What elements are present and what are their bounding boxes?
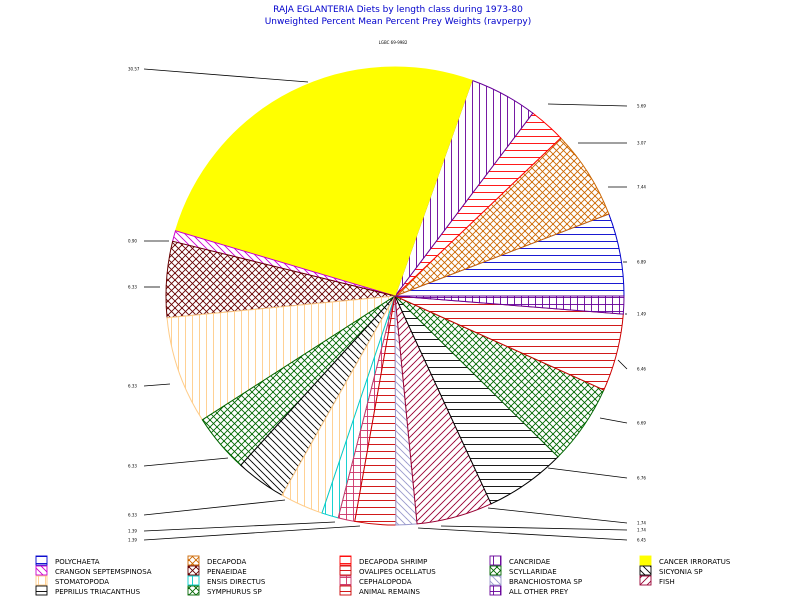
- legend-item-animal-remains: ANIMAL REMAINS: [339, 585, 420, 596]
- slice-value-label: 1.39: [128, 529, 137, 534]
- pie-slice-stomatopoda: [166, 295, 396, 421]
- legend-item-decapoda: DECAPODA: [187, 555, 246, 566]
- legend-item-fish: FISH: [639, 575, 675, 586]
- legend-label: ENSIS DIRECTUS: [207, 578, 266, 586]
- legend: POLYCHAETA DECAPODA DECAPODA SHRIMP CANCRID…: [35, 555, 731, 596]
- legend-swatch: [489, 565, 502, 576]
- leader-line: [617, 359, 628, 370]
- legend-swatch: [339, 585, 352, 596]
- legend-swatch: [489, 575, 502, 586]
- slice-value-label: 6.33: [128, 464, 137, 469]
- slice-value-label: 3.07: [637, 141, 646, 146]
- legend-swatch: [187, 555, 200, 566]
- leader-line: [143, 457, 229, 467]
- chart-title: RAJA EGLANTERIA Diets by length class du…: [273, 5, 523, 15]
- leader-line: [547, 467, 628, 479]
- legend-label: ALL OTHER PREY: [509, 588, 569, 596]
- legend-item-all-other-prey: ALL OTHER PREY: [489, 585, 569, 596]
- slice-value-label: 1.49: [637, 312, 646, 317]
- legend-item-polychaeta: POLYCHAETA: [35, 555, 100, 566]
- leader-line: [143, 383, 171, 387]
- legend-swatch: [339, 565, 352, 576]
- leader-line: [143, 525, 361, 541]
- leader-line: [440, 525, 628, 531]
- slice-value-label: 6.69: [637, 421, 646, 426]
- legend-swatch: [639, 575, 652, 586]
- legend-item-cephalopoda: CEPHALOPODA: [339, 575, 412, 586]
- legend-label: SYMPHURUS SP: [207, 588, 262, 596]
- slice-value-label: 1.39: [128, 538, 137, 543]
- legend-item-cancridae: CANCRIDAE: [489, 555, 550, 566]
- legend-label: CANCER IRRORATUS: [659, 558, 731, 566]
- leader-line: [143, 68, 309, 83]
- legend-label: DECAPODA: [207, 558, 246, 566]
- legend-item-symphurus-sp: SYMPHURUS SP: [187, 585, 262, 596]
- legend-swatch: [35, 575, 48, 586]
- legend-item-scyllaridae: SCYLLARIDAE: [489, 565, 557, 576]
- slice-value-label: 6.89: [637, 260, 646, 265]
- pie-slice-cancer-irroratus: [174, 66, 473, 297]
- legend-swatch: [35, 565, 48, 576]
- leader-line: [417, 527, 628, 541]
- slice-value-label: 0.90: [128, 239, 137, 244]
- legend-swatch: [339, 555, 352, 566]
- legend-item-crangon-septemspinosa: CRANGON SEPTEMSPINOSA: [35, 565, 152, 576]
- slice-value-label: 1.74: [637, 521, 646, 526]
- slice-labels: 30.57 5.69 3.07 7.44 6.89 1.49 6.46 6.69 6.76 1.7…: [128, 67, 646, 543]
- legend-swatch: [35, 555, 48, 566]
- legend-label: STOMATOPODA: [55, 578, 109, 586]
- legend-label: BRANCHIOSTOMA SP: [509, 578, 582, 586]
- legend-label: SCYLLARIDAE: [509, 568, 557, 576]
- legend-label: POLYCHAETA: [55, 558, 100, 566]
- leader-line: [487, 507, 628, 524]
- legend-label: CANCRIDAE: [509, 558, 550, 566]
- slice-value-label: 6.33: [128, 285, 137, 290]
- pie-slice-all-other-prey: [394, 295, 625, 315]
- legend-label: OVALIPES OCELLATUS: [359, 568, 436, 576]
- legend-label: CEPHALOPODA: [359, 578, 412, 586]
- slice-value-label: 30.57: [128, 67, 140, 72]
- slice-value-label: 6.33: [128, 384, 137, 389]
- legend-label: ANIMAL REMAINS: [359, 588, 420, 596]
- legend-swatch: [187, 565, 200, 576]
- legend-swatch: [489, 585, 502, 596]
- slice-value-label: 7.44: [637, 185, 646, 190]
- leader-line: [599, 417, 628, 424]
- legend-swatch: [639, 565, 652, 576]
- slice-value-label: 5.69: [637, 104, 646, 109]
- legend-item-cancer-irroratus: CANCER IRRORATUS: [639, 555, 731, 566]
- legend-swatch: [639, 555, 652, 566]
- legend-item-peprilus-triacanthus: PEPRILUS TRIACANTHUS: [35, 585, 141, 596]
- legend-label: SICYONIA SP: [659, 568, 703, 576]
- chart-subtitle: Unweighted Percent Mean Percent Prey Wei…: [265, 17, 532, 27]
- legend-swatch: [187, 575, 200, 586]
- slice-value-label: 1.74: [637, 528, 646, 533]
- slice-value-label: 6.76: [637, 476, 646, 481]
- legend-item-stomatopoda: STOMATOPODA: [35, 575, 109, 586]
- legend-item-ovalipes-ocellatus: OVALIPES OCELLATUS: [339, 565, 436, 576]
- slice-value-label: 6.46: [637, 367, 646, 372]
- legend-item-penaeidae: PENAEIDAE: [187, 565, 247, 576]
- legend-label: PENAEIDAE: [207, 568, 247, 576]
- slice-value-label: 6.45: [637, 538, 646, 543]
- legend-swatch: [187, 585, 200, 596]
- legend-item-decapoda-shrimp: DECAPODA SHRIMP: [339, 555, 427, 566]
- chart-header-label: LGBC 69-9982: [379, 40, 408, 45]
- legend-item-branchiostoma-sp: BRANCHIOSTOMA SP: [489, 575, 582, 586]
- slice-value-label: 6.33: [128, 513, 137, 518]
- legend-swatch: [489, 555, 502, 566]
- leader-line: [143, 499, 286, 516]
- legend-swatch: [35, 585, 48, 596]
- legend-label: CRANGON SEPTEMSPINOSA: [55, 568, 152, 576]
- leader-line: [547, 103, 628, 107]
- legend-item-ensis-directus: ENSIS DIRECTUS: [187, 575, 266, 586]
- legend-item-sicyonia-sp: SICYONIA SP: [639, 565, 703, 576]
- legend-label: DECAPODA SHRIMP: [359, 558, 427, 566]
- legend-label: FISH: [659, 578, 675, 586]
- pie-slices: [165, 66, 625, 526]
- legend-swatch: [339, 575, 352, 586]
- legend-label: PEPRILUS TRIACANTHUS: [55, 588, 141, 596]
- leader-line: [143, 521, 336, 532]
